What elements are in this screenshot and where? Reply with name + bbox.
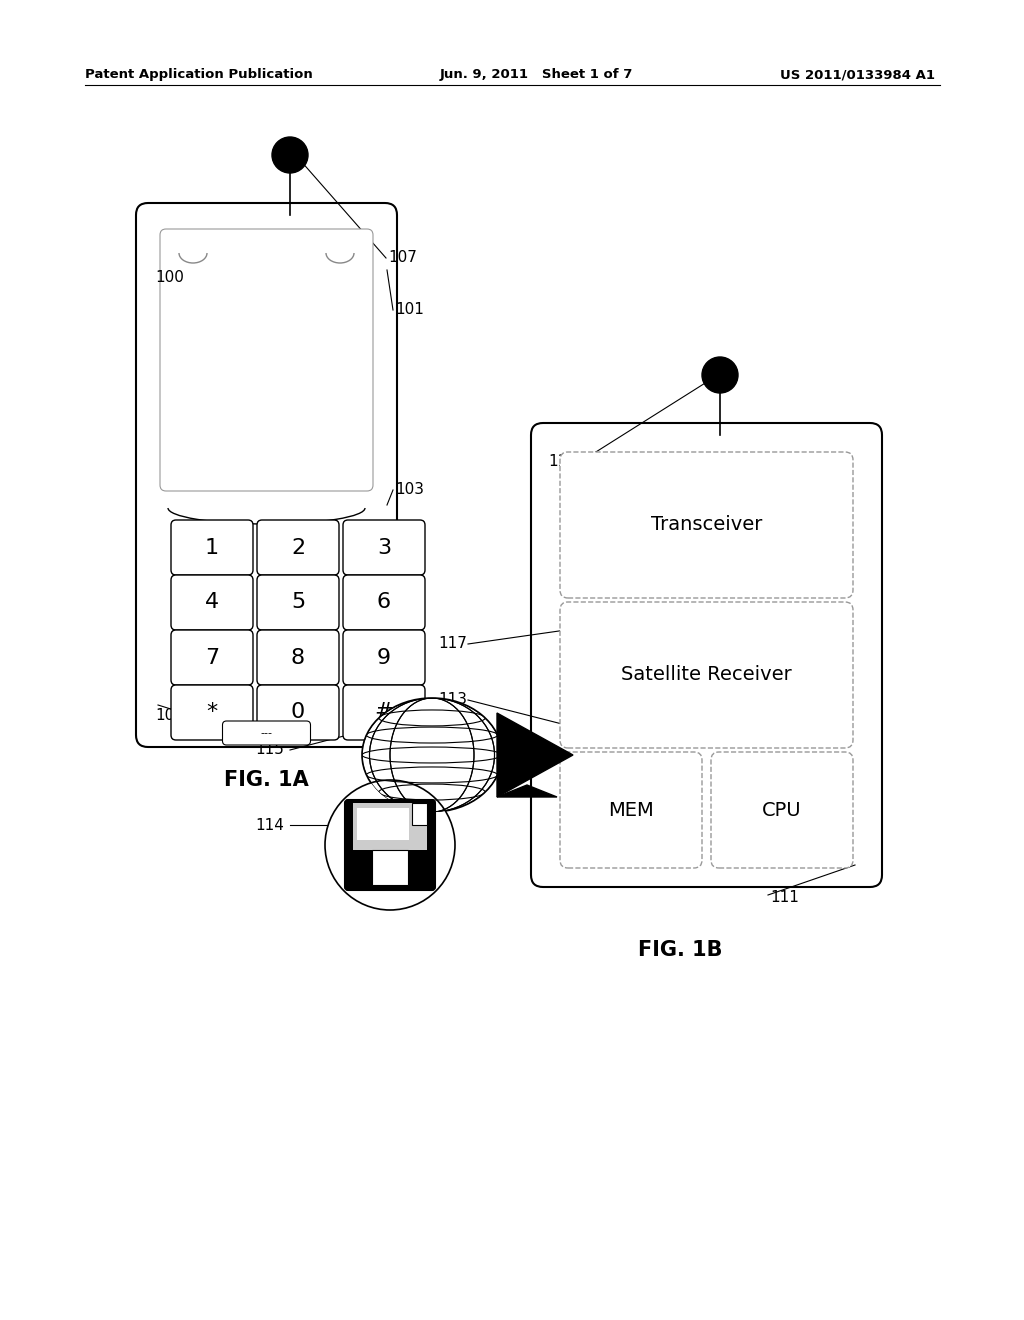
Text: ---: --- <box>260 729 272 738</box>
FancyBboxPatch shape <box>171 576 253 630</box>
Text: 4: 4 <box>205 593 219 612</box>
FancyBboxPatch shape <box>343 520 425 576</box>
FancyBboxPatch shape <box>160 228 373 491</box>
Text: 115: 115 <box>255 742 284 758</box>
FancyBboxPatch shape <box>257 576 339 630</box>
Bar <box>357 808 409 840</box>
Text: *: * <box>207 702 218 722</box>
Text: 105: 105 <box>155 708 184 722</box>
Text: Satellite Receiver: Satellite Receiver <box>622 665 792 685</box>
Text: 107: 107 <box>388 251 417 265</box>
FancyBboxPatch shape <box>711 752 853 869</box>
FancyBboxPatch shape <box>560 752 702 869</box>
Text: 3: 3 <box>377 537 391 557</box>
FancyBboxPatch shape <box>136 203 397 747</box>
FancyBboxPatch shape <box>171 685 253 741</box>
FancyBboxPatch shape <box>560 451 853 598</box>
Ellipse shape <box>325 780 455 909</box>
Text: 114: 114 <box>255 817 284 833</box>
FancyBboxPatch shape <box>531 422 882 887</box>
Text: 8: 8 <box>291 648 305 668</box>
Text: 103: 103 <box>395 483 424 498</box>
Circle shape <box>702 356 738 393</box>
FancyBboxPatch shape <box>171 520 253 576</box>
Text: #: # <box>375 702 393 722</box>
FancyBboxPatch shape <box>343 630 425 685</box>
Bar <box>353 803 427 850</box>
Text: Transceiver: Transceiver <box>651 516 762 535</box>
Text: 101: 101 <box>395 302 424 318</box>
Text: Patent Application Publication: Patent Application Publication <box>85 69 312 81</box>
FancyBboxPatch shape <box>257 520 339 576</box>
FancyBboxPatch shape <box>171 630 253 685</box>
Text: 6: 6 <box>377 593 391 612</box>
Polygon shape <box>497 713 573 797</box>
Text: US 2011/0133984 A1: US 2011/0133984 A1 <box>780 69 935 81</box>
FancyBboxPatch shape <box>345 800 435 890</box>
Text: 100: 100 <box>155 271 184 285</box>
Circle shape <box>272 137 308 173</box>
Text: 9: 9 <box>377 648 391 668</box>
Text: 0: 0 <box>291 702 305 722</box>
Text: MEM: MEM <box>608 800 654 820</box>
Text: 5: 5 <box>291 593 305 612</box>
Text: CPU: CPU <box>762 800 802 820</box>
Text: Jun. 9, 2011   Sheet 1 of 7: Jun. 9, 2011 Sheet 1 of 7 <box>440 69 634 81</box>
Polygon shape <box>497 785 557 797</box>
Text: 111: 111 <box>770 891 799 906</box>
FancyBboxPatch shape <box>257 630 339 685</box>
Text: 119: 119 <box>548 454 577 470</box>
Text: 113: 113 <box>438 693 467 708</box>
Text: 117: 117 <box>438 636 467 652</box>
Text: FIG. 1A: FIG. 1A <box>224 770 309 789</box>
Ellipse shape <box>362 698 502 812</box>
FancyBboxPatch shape <box>257 685 339 741</box>
Text: 1: 1 <box>205 537 219 557</box>
Bar <box>412 803 427 825</box>
FancyBboxPatch shape <box>222 721 310 744</box>
Text: 7: 7 <box>205 648 219 668</box>
Bar <box>372 850 408 884</box>
Text: 2: 2 <box>291 537 305 557</box>
Text: 117: 117 <box>395 652 424 668</box>
FancyBboxPatch shape <box>560 602 853 748</box>
FancyBboxPatch shape <box>343 576 425 630</box>
FancyBboxPatch shape <box>343 685 425 741</box>
Text: FIG. 1B: FIG. 1B <box>638 940 722 960</box>
